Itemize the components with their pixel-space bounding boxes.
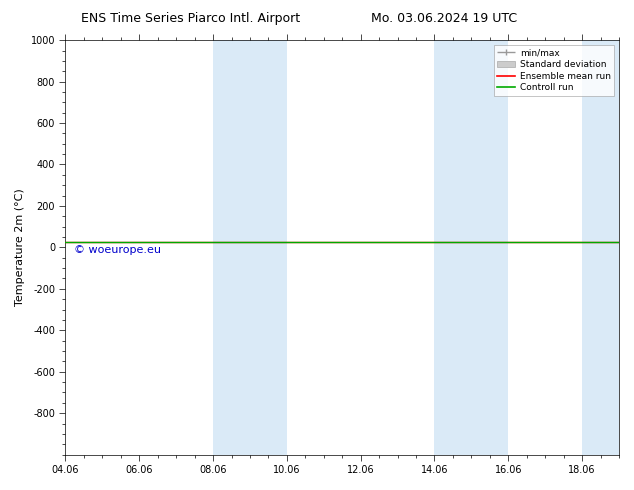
Y-axis label: Temperature 2m (°C): Temperature 2m (°C) <box>15 189 25 306</box>
Bar <box>213 40 287 455</box>
Text: ENS Time Series Piarco Intl. Airport: ENS Time Series Piarco Intl. Airport <box>81 12 300 25</box>
Legend: min/max, Standard deviation, Ensemble mean run, Controll run: min/max, Standard deviation, Ensemble me… <box>494 45 614 96</box>
Bar <box>434 40 508 455</box>
Text: Mo. 03.06.2024 19 UTC: Mo. 03.06.2024 19 UTC <box>371 12 517 25</box>
Text: © woeurope.eu: © woeurope.eu <box>74 245 161 255</box>
Bar <box>582 40 634 455</box>
